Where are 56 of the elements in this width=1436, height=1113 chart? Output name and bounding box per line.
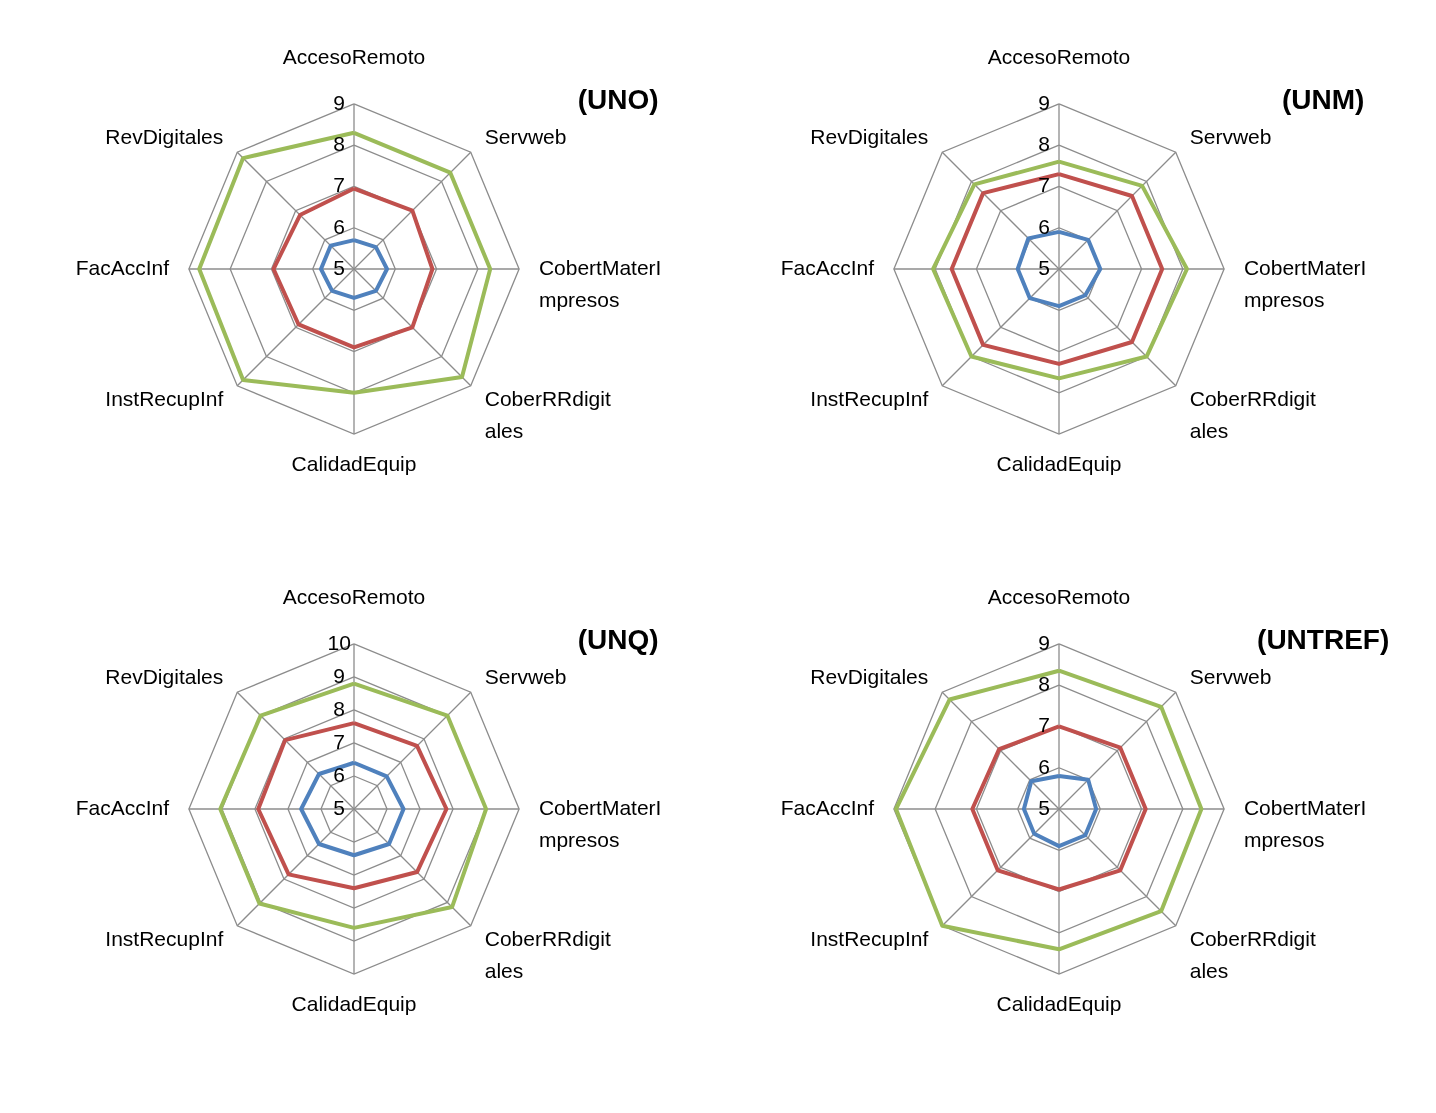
spoke-label: AccesoRemoto xyxy=(987,44,1131,68)
spoke-label: RevDigitales xyxy=(810,125,929,149)
spoke-label: CobertMaterImpresos xyxy=(1243,796,1367,851)
spoke-label: AccesoRemoto xyxy=(282,44,426,68)
spoke-label: FacAccInf xyxy=(75,796,170,819)
y-tick-label: 5 xyxy=(1038,796,1050,819)
spoke-label: CalidadEquip xyxy=(996,451,1122,475)
y-tick-label: 9 xyxy=(333,663,345,687)
spoke-label: CalidadEquip xyxy=(291,991,417,1015)
y-tick-label: 6 xyxy=(1038,754,1050,778)
spoke-label: Servweb xyxy=(484,665,567,689)
y-tick-label: 5 xyxy=(333,796,345,819)
spoke-label: RevDigitales xyxy=(105,665,224,689)
spoke-label: CobertMaterImpresos xyxy=(538,256,662,311)
y-tick-label: 7 xyxy=(1038,173,1050,197)
text: (UNQ) xyxy=(577,623,659,655)
text: (UNO) xyxy=(577,83,659,115)
spoke-label: AccesoRemoto xyxy=(987,584,1131,608)
spoke-label: Servweb xyxy=(484,125,567,149)
y-tick-label: 8 xyxy=(333,696,345,720)
spoke-label: CobertMaterImpresos xyxy=(538,796,662,851)
y-tick-label: 5 xyxy=(1038,256,1050,279)
spoke-label: CobertMaterImpresos xyxy=(1243,256,1367,311)
y-tick-label: 7 xyxy=(333,729,345,753)
y-tick-label: 8 xyxy=(1038,672,1050,696)
spoke-label: CoberRRdigitales xyxy=(1189,386,1316,442)
spoke-label: RevDigitales xyxy=(105,125,224,149)
text: (UNTREF) xyxy=(1257,623,1390,655)
spoke-label: InstRecupInf xyxy=(810,386,929,410)
spoke-label: Servweb xyxy=(1189,665,1272,689)
spoke-label: InstRecupInf xyxy=(105,926,224,950)
spoke-label: CalidadEquip xyxy=(996,991,1122,1015)
spoke-label: RevDigitales xyxy=(810,665,929,689)
y-tick-label: 6 xyxy=(333,214,345,238)
spoke-label: CoberRRdigitales xyxy=(484,386,611,442)
y-tick-label: 8 xyxy=(1038,132,1050,156)
y-tick-label: 5 xyxy=(333,256,345,279)
spoke-label: AccesoRemoto xyxy=(282,584,426,608)
y-tick-label: 9 xyxy=(1038,90,1050,114)
spoke-label: InstRecupInf xyxy=(810,926,929,950)
y-tick-label: 10 xyxy=(327,630,351,654)
text: (UNM) xyxy=(1281,83,1365,115)
y-tick-label: 9 xyxy=(333,90,345,114)
spoke-label: InstRecupInf xyxy=(105,386,224,410)
y-tick-label: 6 xyxy=(1038,214,1050,238)
y-tick-label: 6 xyxy=(333,762,345,786)
spoke-label: CoberRRdigitales xyxy=(1189,926,1316,982)
spoke-label: FacAccInf xyxy=(780,796,875,819)
spoke-label: FacAccInf xyxy=(780,256,875,279)
spoke-label: CoberRRdigitales xyxy=(484,926,611,982)
spoke-label: FacAccInf xyxy=(75,256,170,279)
spoke-label: CalidadEquip xyxy=(291,451,417,475)
y-tick-label: 9 xyxy=(1038,630,1050,654)
y-tick-label: 8 xyxy=(333,132,345,156)
y-tick-label: 7 xyxy=(333,173,345,197)
spoke-label: Servweb xyxy=(1189,125,1272,149)
